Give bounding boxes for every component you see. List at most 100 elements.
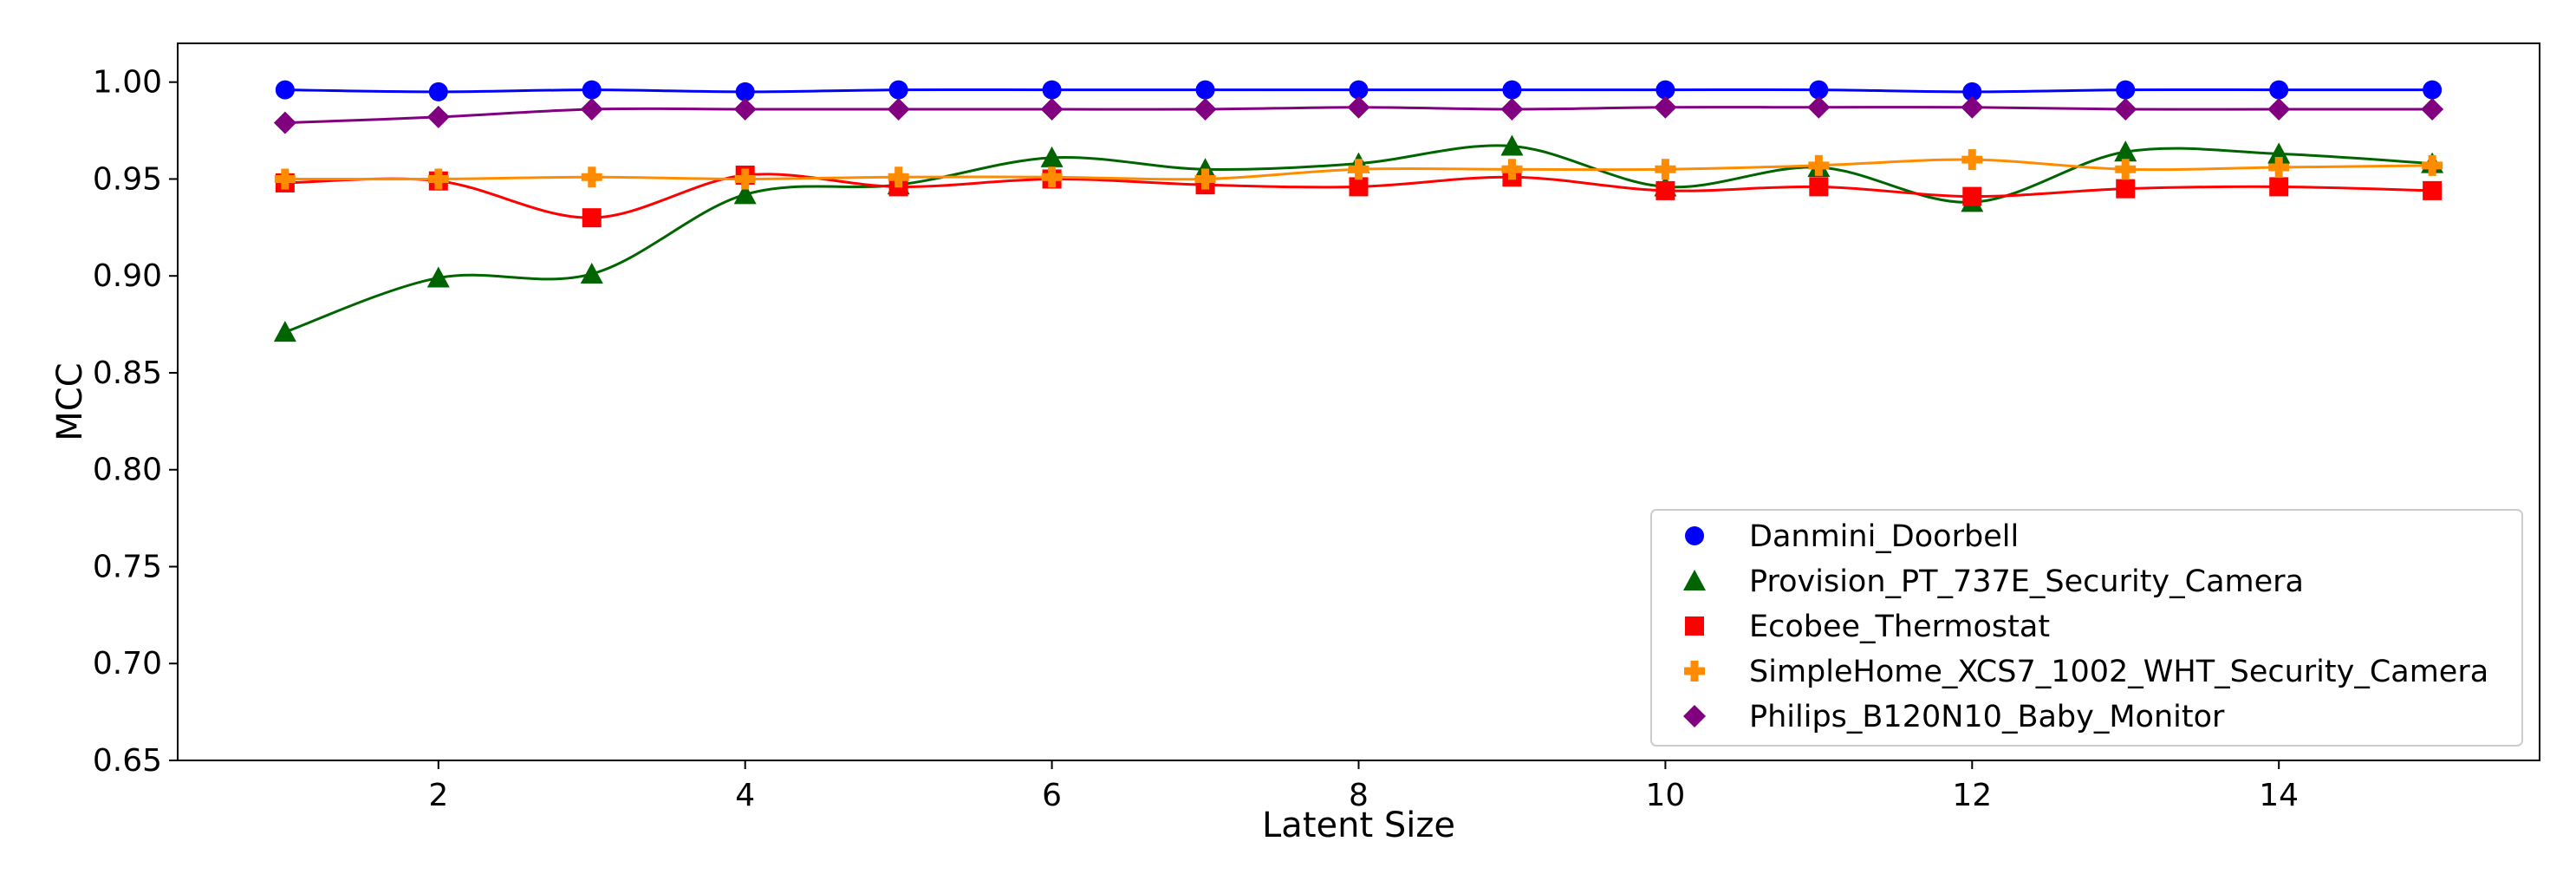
x-tick-label: 6: [1042, 778, 1062, 813]
data-point-circle: [428, 82, 448, 101]
data-point-diamond: [2267, 97, 2291, 121]
data-point-diamond: [580, 97, 603, 121]
data-point-circle: [2269, 80, 2289, 100]
data-point-plus: [581, 166, 602, 188]
legend-label: Danmini_Doorbell: [1749, 519, 2019, 554]
data-point-circle: [735, 82, 755, 101]
y-tick-label: 1.00: [93, 65, 162, 101]
legend-entry: Ecobee_Thermostat: [1685, 610, 2050, 644]
legend-marker-diamond: [1683, 705, 1706, 727]
data-point-square: [1656, 180, 1675, 200]
series-danmini-doorbell: [275, 80, 2443, 101]
data-point-circle: [2116, 80, 2136, 100]
y-tick-label: 0.70: [93, 646, 162, 682]
x-axis-title: Latent Size: [1262, 806, 1455, 845]
data-point-triangle: [580, 262, 603, 284]
data-point-circle: [888, 80, 908, 100]
data-point-diamond: [1807, 95, 1831, 119]
y-axis-title: MCC: [50, 362, 90, 440]
data-point-plus: [2268, 157, 2290, 179]
plot-area: [273, 80, 2444, 342]
data-point-plus: [734, 168, 756, 190]
data-point-square: [1962, 186, 1982, 206]
data-point-diamond: [1194, 97, 1217, 121]
data-point-plus: [1041, 166, 1063, 188]
legend-entry: Provision_PT_737E_Security_Camera: [1683, 564, 2304, 599]
data-point-square: [1349, 177, 1369, 197]
data-point-triangle: [733, 183, 757, 205]
data-point-triangle: [1194, 158, 1217, 179]
x-tick-label: 14: [2259, 778, 2299, 813]
data-point-diamond: [1500, 97, 1524, 121]
data-point-square: [2423, 180, 2443, 200]
data-point-square: [582, 208, 602, 228]
data-point-triangle: [273, 321, 296, 342]
data-point-plus: [1961, 149, 1983, 171]
data-point-plus: [1348, 159, 1369, 180]
data-point-circle: [1042, 80, 1062, 100]
legend-marker-square: [1685, 616, 1704, 636]
data-point-circle: [1502, 80, 1522, 100]
legend-label: Provision_PT_737E_Security_Camera: [1749, 564, 2304, 599]
legend-label: Ecobee_Thermostat: [1749, 610, 2050, 644]
data-point-triangle: [426, 266, 450, 288]
legend-label: Philips_B120N10_Baby_Monitor: [1749, 700, 2225, 734]
legend: Danmini_Doorbell Provision_PT_737E_Securi…: [1650, 509, 2523, 747]
data-point-diamond: [887, 97, 910, 121]
data-point-circle: [1195, 80, 1215, 100]
data-point-plus: [274, 168, 296, 190]
data-point-plus: [1501, 159, 1523, 180]
data-point-circle: [582, 80, 602, 100]
series-philips-b120n10-baby-monitor: [273, 95, 2444, 134]
data-point-diamond: [1347, 95, 1370, 119]
legend-box: [1650, 509, 2523, 747]
data-point-circle: [1962, 82, 1982, 101]
data-point-circle: [1809, 80, 1829, 100]
legend-label: SimpleHome_XCS7_1002_WHT_Security_Camera: [1749, 655, 2488, 689]
data-point-diamond: [1040, 97, 1064, 121]
data-point-plus: [1194, 168, 1216, 190]
x-tick-label: 12: [1952, 778, 1992, 813]
legend-entry: Philips_B120N10_Baby_Monitor: [1683, 700, 2225, 734]
data-point-diamond: [2114, 97, 2137, 121]
data-point-plus: [1655, 159, 1676, 180]
data-point-diamond: [2421, 97, 2444, 121]
data-point-plus: [427, 168, 449, 190]
data-point-diamond: [1654, 95, 1677, 119]
legend-entry: SimpleHome_XCS7_1002_WHT_Security_Camera: [1684, 655, 2488, 689]
data-point-triangle: [2114, 140, 2137, 162]
data-point-square: [1809, 177, 1829, 197]
data-point-circle: [1656, 80, 1675, 100]
x-tick-label: 4: [735, 778, 755, 813]
y-tick-label: 0.90: [93, 258, 162, 294]
y-tick-label: 0.75: [93, 549, 162, 584]
axes: 2 4 6 8 10 12 14 0.65 0.70 0.75 0.80 0.85 0.90 0.95 1.…: [93, 42, 2540, 813]
series-simplehome-xcs7-1002-wht-security-camera: [274, 149, 2443, 190]
legend-entry: Danmini_Doorbell: [1685, 519, 2019, 554]
x-tick-label: 10: [1645, 778, 1685, 813]
legend-marker-circle: [1685, 526, 1704, 545]
data-point-diamond: [273, 111, 296, 134]
data-point-triangle: [2267, 142, 2291, 164]
data-point-square: [2269, 177, 2289, 197]
x-tick-label: 2: [428, 778, 448, 813]
y-tick-label: 0.95: [93, 161, 162, 197]
y-tick-label: 0.85: [93, 355, 162, 391]
x-tick-label: 8: [1349, 778, 1369, 813]
data-point-diamond: [426, 105, 450, 128]
legend-marker-triangle: [1683, 570, 1706, 591]
data-point-square: [2116, 179, 2136, 199]
data-point-circle: [275, 80, 295, 100]
data-point-diamond: [1961, 95, 1984, 119]
data-point-plus: [1808, 154, 1830, 176]
data-point-circle: [2423, 80, 2443, 100]
legend-marker-plus: [1684, 661, 1705, 682]
data-point-circle: [1349, 80, 1369, 100]
data-point-plus: [888, 166, 909, 188]
y-tick-label: 0.65: [93, 743, 162, 779]
y-tick-label: 0.80: [93, 453, 162, 488]
data-point-triangle: [1040, 146, 1064, 167]
data-point-plus: [2115, 159, 2137, 180]
